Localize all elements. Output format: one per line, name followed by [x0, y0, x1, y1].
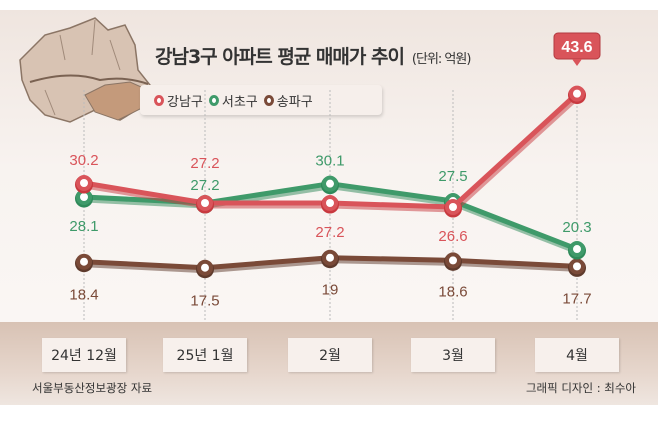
data-point-center [80, 193, 88, 202]
legend: 강남구 서초구 송파구 [140, 85, 382, 115]
legend-marker-icon [208, 94, 219, 106]
legend-marker-icon [154, 94, 164, 106]
legend-marker-icon [263, 94, 274, 106]
data-label: 30.1 [315, 153, 344, 170]
data-point-center [573, 262, 581, 271]
unit-label: (단위: 억원) [411, 52, 471, 67]
legend-item-gangnam: 강남구 [154, 91, 203, 110]
data-label: 28.1 [69, 218, 98, 235]
data-label: 18.6 [438, 283, 467, 300]
legend-label: 강남구 [167, 94, 203, 110]
x-tick-label: 2월 [288, 338, 372, 372]
data-label: 43.6 [561, 39, 592, 56]
source-note: 서울부동산정보광장 자료 [32, 381, 153, 395]
title-text: 강남3구 아파트 평균 매매가 추이 [155, 46, 405, 68]
data-point-center [201, 199, 209, 208]
data-label: 18.4 [69, 287, 98, 304]
legend-label: 송파구 [276, 94, 313, 110]
data-label: 27.2 [315, 224, 344, 241]
legend-item-songpa: 송파구 [263, 91, 313, 110]
data-point-center [326, 179, 334, 188]
data-point-center [326, 253, 334, 262]
data-label: 17.5 [190, 293, 219, 310]
data-label: 30.2 [69, 152, 98, 169]
seoul-map-icon [19, 17, 151, 123]
data-label: 26.6 [438, 228, 467, 245]
data-point-center [80, 257, 88, 266]
data-label: 19 [322, 282, 339, 299]
x-tick-label: 24년 12월 [42, 338, 126, 372]
legend-label: 서초구 [221, 94, 258, 110]
data-point-center [573, 89, 581, 98]
data-point-center [573, 245, 581, 254]
credit-note: 그래픽 디자인 : 최수아 [525, 381, 636, 395]
data-label: 27.5 [438, 168, 467, 185]
data-point-center [449, 203, 457, 212]
data-label: 27.2 [190, 177, 219, 194]
x-tick-label: 3월 [411, 338, 495, 372]
data-point-center [201, 263, 209, 272]
data-point-center [326, 199, 334, 208]
data-point-center [449, 256, 457, 265]
x-tick-label: 4월 [535, 338, 619, 372]
x-tick-label: 25년 1월 [163, 338, 247, 372]
data-label: 27.2 [190, 155, 219, 172]
legend-item-seocho: 서초구 [208, 91, 258, 110]
data-label: 17.7 [562, 290, 591, 307]
data-label: 20.3 [562, 219, 591, 236]
data-point-center [80, 179, 88, 187]
chart-title: 강남3구 아파트 평균 매매가 추이 (단위: 억원) [155, 42, 471, 69]
badge-pointer [572, 59, 582, 66]
